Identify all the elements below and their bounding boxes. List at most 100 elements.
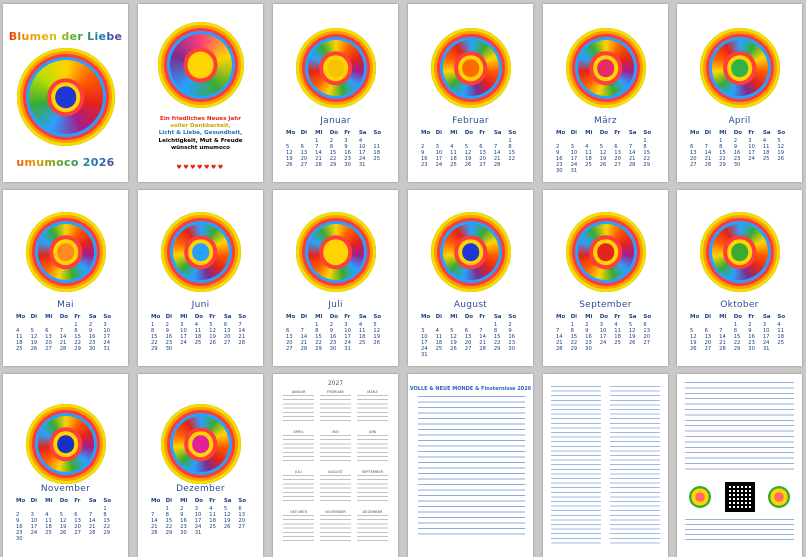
weekday-label: Sa bbox=[223, 314, 232, 320]
day-cell: 27 bbox=[704, 346, 712, 352]
day-cell: 3 bbox=[570, 144, 574, 150]
day-cell: 15 bbox=[74, 334, 81, 340]
month-page-5[interactable]: Juni Mo Di Mi Do Fr Sa So 1 2 3 4 5 6 7 8 9 10 11 12 13 14 15 1… bbox=[138, 190, 263, 366]
day-cell bbox=[614, 346, 629, 352]
day-cell: 8 bbox=[643, 144, 647, 150]
weekday-label: Fr bbox=[479, 130, 486, 136]
day-cell: 3 bbox=[435, 144, 439, 150]
day-cell: 23 bbox=[508, 340, 516, 346]
weekday-label: So bbox=[777, 314, 786, 320]
day-cell: 27 bbox=[45, 346, 52, 352]
day-cell: 15 bbox=[570, 334, 578, 340]
month-page-2[interactable]: März Mo Di Mi Do Fr Sa So 1 2 3 4 5 6 7 8 9 10 11 12 13 14 15 1… bbox=[543, 4, 668, 182]
day-cell: 3 bbox=[103, 322, 107, 328]
day-cell: 2 bbox=[329, 322, 334, 328]
weekday-label: Do bbox=[733, 130, 743, 136]
month-title: August bbox=[453, 300, 488, 310]
day-cell: 12 bbox=[777, 144, 785, 150]
day-cell: 10 bbox=[421, 334, 428, 340]
day-cell: 7 bbox=[300, 328, 304, 334]
month-page-10[interactable]: November Mo Di Mi Do Fr Sa So 1 2 3 4 5 6 7 8 9 10 11 12 13 1… bbox=[3, 374, 128, 557]
day-cell bbox=[777, 162, 792, 168]
day-cell: 24 bbox=[358, 156, 366, 162]
weekday-label: So bbox=[373, 314, 382, 320]
day-cell: 13 bbox=[74, 518, 81, 524]
day-cell: 2 bbox=[329, 138, 334, 144]
day-cell: 30 bbox=[180, 530, 187, 536]
day-cell: 25 bbox=[373, 156, 381, 162]
day-cell: 17 bbox=[599, 334, 607, 340]
day-cell: 15 bbox=[315, 334, 322, 340]
day-cell: 20 bbox=[223, 334, 231, 340]
day-cell: 5 bbox=[690, 328, 694, 334]
day-cell: 29 bbox=[643, 162, 651, 168]
day-cell: 7 bbox=[59, 328, 64, 334]
month-page-8[interactable]: September Mo Di Mi Do Fr Sa So 1 2 3 4 5 6 7 8 9 10 11 12 13… bbox=[543, 190, 668, 366]
day-cell: 4 bbox=[209, 506, 213, 512]
weekday-label: Sa bbox=[358, 130, 367, 136]
day-cell: 18 bbox=[777, 334, 785, 340]
day-cell: 8 bbox=[315, 328, 319, 334]
day-cell: 11 bbox=[777, 328, 785, 334]
month-page-7[interactable]: August Mo Di Mi Do Fr Sa So 1 2 3 4 5 6 7 8 9 10 11 12 13 14 1… bbox=[408, 190, 533, 366]
moon-phases-page[interactable]: VOLLE & NEUE MONDE & Finsternisse 2026 bbox=[408, 374, 533, 557]
mini-month: MÄRZ bbox=[357, 390, 388, 422]
day-cell: 30 bbox=[585, 346, 592, 352]
day-cell: 7 bbox=[238, 322, 242, 328]
day-cell: 1 bbox=[570, 322, 574, 328]
day-cell: 8 bbox=[103, 512, 107, 518]
month-page-9[interactable]: Oktober Mo Di Mi Do Fr Sa So 1 2 3 4 5 6 7 8 9 10 11 12 13 14… bbox=[677, 190, 802, 366]
day-cell: 10 bbox=[30, 518, 38, 524]
cover-footer: umumoco 2026 bbox=[3, 156, 128, 169]
day-cell: 19 bbox=[628, 334, 636, 340]
month-page-6[interactable]: Juli Mo Di Mi Do Fr Sa So 1 2 3 4 5 6 7 8 9 10 11 12 13 14 15 1… bbox=[273, 190, 398, 366]
day-cell: 31 bbox=[358, 162, 366, 168]
month-page-3[interactable]: April Mo Di Mi Do Fr Sa So 1 2 3 4 5 6 7 8 9 10 11 12 13 14 15… bbox=[677, 4, 802, 182]
day-cell bbox=[373, 346, 388, 352]
day-cell: 18 bbox=[209, 518, 216, 524]
day-cell: 31 bbox=[421, 352, 428, 358]
month-days-grid: 1 2 3 4 5 6 7 8 9 10 11 12 13 14 15 16 17 18 19 20 21 22 23 24 2… bbox=[421, 138, 523, 168]
month-mandala-image bbox=[25, 212, 106, 292]
month-page-11[interactable]: Dezember Mo Di Mi Do Fr Sa So 1 2 3 4 5 6 7 8 9 10 11 12 13 1… bbox=[138, 374, 263, 557]
intro-page[interactable]: Ein friedliches Neues Jahr voller Dankba… bbox=[138, 4, 263, 182]
day-cell bbox=[508, 162, 523, 168]
notes-page[interactable] bbox=[677, 374, 802, 557]
day-cell: 8 bbox=[733, 328, 738, 334]
day-cell: 10 bbox=[180, 328, 187, 334]
weekday-header: Mo Di Mi Do Fr Sa So bbox=[286, 314, 388, 320]
day-cell: 1 bbox=[508, 138, 512, 144]
month-page-1[interactable]: Februar Mo Di Mi Do Fr Sa So 1 2 3 4 5 6 7 8 9 10 11 12 13 14… bbox=[408, 4, 533, 182]
heart-mandala-icon bbox=[768, 486, 790, 508]
mini-month-name: OKTOBER bbox=[289, 510, 308, 514]
day-cell: 21 bbox=[719, 340, 726, 346]
day-cell: 16 bbox=[585, 334, 592, 340]
day-cell: 12 bbox=[690, 334, 697, 340]
day-cell: 13 bbox=[238, 512, 246, 518]
day-cell: 2 bbox=[16, 512, 20, 518]
month-page-4[interactable]: Mai Mo Di Mi Do Fr Sa So 1 2 3 4 5 6 7 8 9 10 11 12 13 14 15 16… bbox=[3, 190, 128, 366]
day-cell: 5 bbox=[777, 138, 781, 144]
year-2027-page[interactable]: 2027 JANUAR FEBRUAR MÄRZ APRIL MAI JUNI JULI AU… bbox=[273, 374, 398, 557]
day-cell: 9 bbox=[508, 328, 512, 334]
weekday-label: Mo bbox=[690, 130, 700, 136]
weekday-label: Fr bbox=[479, 314, 486, 320]
month-title: Januar bbox=[320, 116, 351, 126]
day-cell: 2 bbox=[88, 322, 93, 328]
day-cell: 3 bbox=[762, 322, 767, 328]
day-cell: 5 bbox=[286, 144, 290, 150]
day-cell: 9 bbox=[556, 150, 560, 156]
month-page-0[interactable]: Januar Mo Di Mi Do Fr Sa So 1 2 3 4 5 6 7 8 9 10 11 12 13 14 1… bbox=[273, 4, 398, 182]
day-cell: 29 bbox=[329, 162, 337, 168]
weekday-label: Do bbox=[329, 130, 339, 136]
day-cell: 7 bbox=[556, 328, 560, 334]
weekday-label: Sa bbox=[628, 314, 637, 320]
dates-page[interactable] bbox=[543, 374, 668, 557]
day-cell: 24 bbox=[762, 340, 770, 346]
month-days-grid: 1 2 3 4 5 6 7 8 9 10 11 12 13 14 15 16 17 18 19 20 21 22 23 24 2… bbox=[421, 322, 523, 358]
weekday-label: Fr bbox=[748, 314, 755, 320]
weekday-label: Di bbox=[165, 314, 173, 320]
cover-page[interactable]: Blumen der Liebe umumoco 2026 bbox=[3, 4, 128, 182]
day-cell: 17 bbox=[30, 524, 38, 530]
day-cell: 5 bbox=[209, 322, 213, 328]
